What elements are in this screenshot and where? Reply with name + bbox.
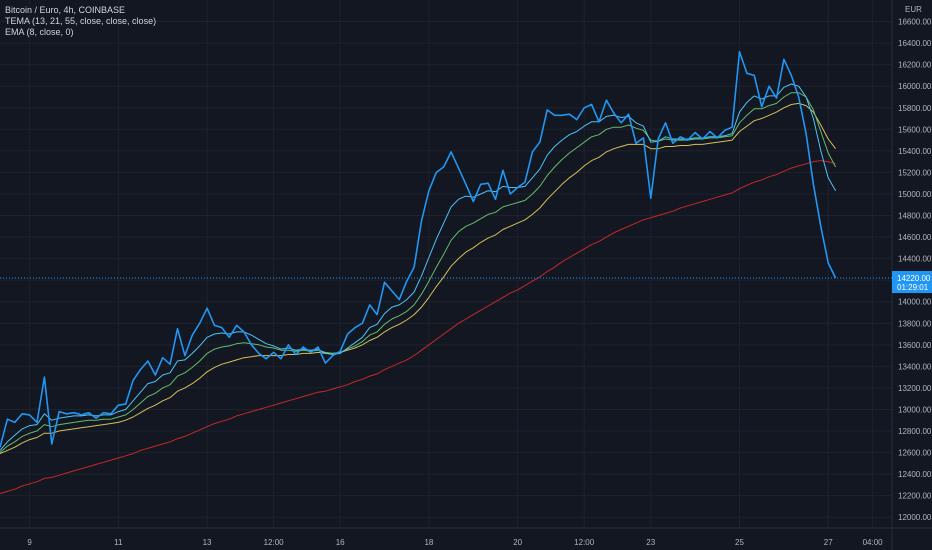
chart-legend: Bitcoin / Euro, 4h, COINBASE TEMA (13, 2…: [5, 5, 156, 38]
y-tick-label: 14000.00: [898, 298, 932, 307]
y-tick-label: 14800.00: [898, 212, 932, 221]
y-tick-label: 12600.00: [898, 449, 932, 458]
series-line-1[interactable]: [0, 83, 837, 451]
y-tick-label: 15000.00: [898, 190, 932, 199]
series-line-4[interactable]: [0, 160, 836, 494]
currency-label: EUR: [905, 5, 922, 14]
x-tick-label: 25: [735, 538, 744, 547]
x-tick-label: 12:00: [264, 538, 285, 547]
series-line-0[interactable]: [0, 50, 837, 448]
series-line-2[interactable]: [0, 92, 837, 453]
countdown-value: 01:29:01: [897, 283, 929, 292]
y-tick-label: 15200.00: [898, 168, 932, 177]
x-tick-label: 23: [646, 538, 655, 547]
x-tick-label: 9: [27, 538, 32, 547]
y-tick-label: 13800.00: [898, 319, 932, 328]
y-tick-label: 12000.00: [898, 513, 932, 522]
y-tick-label: 13200.00: [898, 384, 932, 393]
y-tick-label: 15800.00: [898, 104, 932, 113]
symbol-label[interactable]: Bitcoin / Euro, 4h, COINBASE: [5, 5, 126, 15]
last-price-value: 14220.00: [897, 274, 931, 283]
y-tick-label: 15600.00: [898, 125, 932, 134]
y-tick-label: 14400.00: [898, 255, 932, 264]
y-tick-label: 16600.00: [898, 18, 932, 27]
tema-indicator-label[interactable]: TEMA (13, 21, 55, close, close, close): [5, 16, 157, 26]
ema-indicator-label[interactable]: EMA (8, close, 0): [5, 27, 74, 37]
x-tick-label: 12:00: [574, 538, 595, 547]
last-price-tag[interactable]: [892, 271, 932, 294]
y-tick-label: 16000.00: [898, 82, 932, 91]
y-tick-label: 12800.00: [898, 427, 932, 436]
y-tick-label: 12200.00: [898, 492, 932, 501]
x-tick-label: 27: [824, 538, 833, 547]
y-tick-label: 16400.00: [898, 39, 932, 48]
x-tick-label: 11: [114, 538, 123, 547]
y-tick-label: 13600.00: [898, 341, 932, 350]
x-tick-label: 13: [203, 538, 212, 547]
series-line-3[interactable]: [0, 102, 836, 455]
x-tick-label: 04:00: [863, 538, 884, 547]
y-tick-label: 13000.00: [898, 405, 932, 414]
x-tick-label: 18: [424, 538, 433, 547]
y-tick-label: 15400.00: [898, 147, 932, 156]
y-tick-label: 13400.00: [898, 362, 932, 371]
y-tick-label: 16200.00: [898, 61, 932, 70]
y-tick-label: 12400.00: [898, 470, 932, 479]
y-tick-label: 14600.00: [898, 233, 932, 242]
x-tick-label: 20: [513, 538, 522, 547]
x-tick-label: 16: [336, 538, 345, 547]
